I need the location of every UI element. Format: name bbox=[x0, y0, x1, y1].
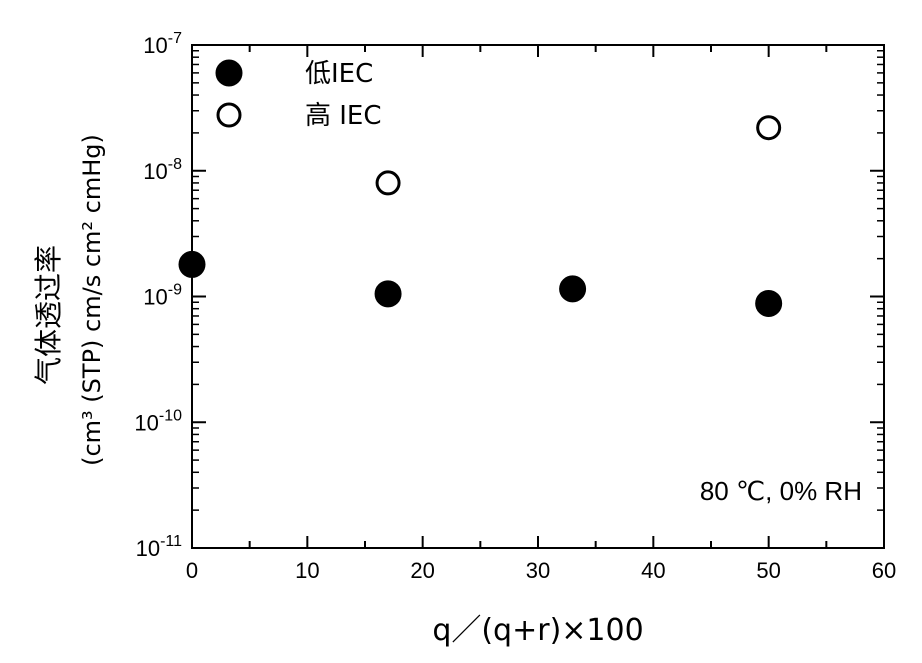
legend-marker-low-iec bbox=[215, 59, 243, 87]
legend: 低IEC 高 IEC bbox=[215, 59, 382, 131]
data-point-low-iec bbox=[178, 250, 206, 278]
data-point-low-iec bbox=[374, 280, 402, 308]
legend-label-high-iec: 高 IEC bbox=[305, 101, 382, 131]
x-tick-label: 60 bbox=[872, 558, 896, 583]
data-point-low-iec bbox=[755, 289, 783, 317]
x-tick-label: 10 bbox=[295, 558, 319, 583]
axis-ticks bbox=[191, 44, 885, 549]
y-tick-label: 10-11 bbox=[136, 533, 183, 561]
data-points bbox=[178, 115, 783, 317]
y-tick-label: 10-7 bbox=[143, 30, 182, 58]
data-point-high-iec bbox=[756, 115, 782, 141]
x-tick-label: 50 bbox=[756, 558, 780, 583]
x-tick-labels: 0 10 20 30 40 50 60 bbox=[186, 558, 896, 583]
x-tick-label: 0 bbox=[186, 558, 198, 583]
data-point-low-iec bbox=[559, 275, 587, 303]
y-tick-labels: 10-7 10-8 10-9 10-10 10-11 bbox=[134, 30, 182, 561]
legend-label-low-iec: 低IEC bbox=[305, 59, 373, 89]
legend-marker-high-iec bbox=[216, 102, 242, 128]
y-tick-label: 10-8 bbox=[143, 156, 182, 184]
x-tick-label: 30 bbox=[526, 558, 550, 583]
x-tick-label: 20 bbox=[410, 558, 434, 583]
y-axis-title-line1: 气体透过率 bbox=[32, 245, 65, 385]
x-axis-title: q／(q+r)×100 bbox=[432, 613, 643, 648]
y-axis-title-line2: (cm³ (STP) cm/s cm² cmHg) bbox=[78, 134, 106, 466]
data-point-high-iec bbox=[375, 170, 401, 196]
y-tick-label: 10-10 bbox=[134, 407, 182, 435]
condition-annotation: 80 ℃, 0% RH bbox=[700, 476, 862, 506]
x-tick-label: 40 bbox=[641, 558, 665, 583]
y-tick-label: 10-9 bbox=[143, 282, 182, 310]
